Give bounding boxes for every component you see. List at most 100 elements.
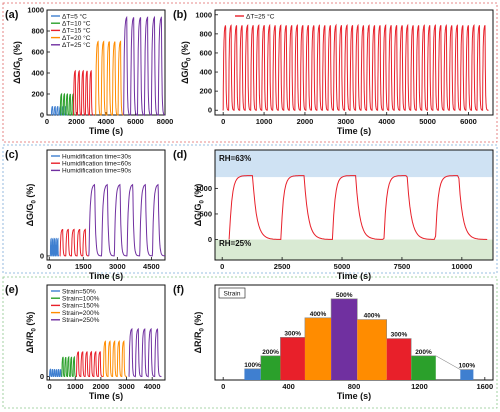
series-line-3 (95, 40, 124, 116)
y-tick-label: 200 (31, 90, 44, 99)
x-tick-label: 0 (47, 382, 51, 391)
legend-entry: ΔT=5 °C (62, 12, 87, 20)
y-tick-label: 800 (31, 27, 44, 36)
legend-entry: ΔT=25 °C (62, 41, 91, 49)
panel-c: 0 1500 3000 4500 0 Time (s) ΔG/G0 (%) (c) Humidi… (5, 149, 166, 281)
x-tick-label: 7500 (394, 262, 411, 271)
bar-6 (386, 338, 412, 380)
x-tick-label: 0 (221, 117, 225, 126)
series-line-2 (73, 69, 94, 116)
x-tick-label: 10000 (451, 262, 472, 271)
plot-frame (46, 149, 166, 261)
x-tick-label: 0 (47, 262, 51, 271)
x-tick-label: 0 (221, 382, 225, 391)
y-tick-label: 0 (208, 106, 212, 115)
x-tick-label: 3000 (337, 117, 354, 126)
panel-e: 0 1000 2000 3000 4000 0 Time (s) ΔR/R0 (%) (e) St… (5, 284, 166, 401)
plot-frame (214, 9, 494, 116)
legend-entry: Strain=150% (62, 303, 100, 310)
series-line-1 (59, 92, 76, 116)
legend-entry: Strain=50% (62, 288, 96, 295)
x-axis-title: Time (s) (89, 391, 123, 401)
y-axis-title: ΔG/G0 (%) (12, 41, 25, 84)
plot-frame (214, 149, 494, 261)
panel-a: 0 2000 4000 6000 8000 0 200 400 600 800 1000 Time (… (5, 6, 173, 137)
x-axis-title: Time (s) (337, 271, 371, 281)
x-axis-title: Time (s) (337, 126, 371, 136)
legend-entry: Strain=200% (62, 310, 100, 317)
series-line-4 (123, 15, 165, 117)
y-tick-label: 0 (40, 111, 44, 120)
x-tick-label: 1200 (411, 382, 428, 391)
y-tick-label: 600 (31, 48, 44, 57)
x-tick-label: 3000 (109, 262, 126, 271)
panel-b: 0 1000 2000 3000 4000 5000 6000 0 200 400 600 800 10… (173, 9, 494, 136)
bar-label-6: 300% (391, 332, 408, 339)
series-line-0 (228, 175, 488, 241)
bottom-row-frame (2, 276, 498, 409)
legend-entry: Strain=100% (62, 296, 100, 303)
x-tick-label: 8000 (157, 117, 174, 126)
top-row-frame (2, 2, 498, 143)
bar-8 (460, 369, 474, 380)
panel-label: (a) (5, 9, 19, 21)
band-0 (215, 150, 493, 178)
middle-row-frame (2, 144, 498, 274)
series-line-0 (49, 237, 60, 257)
y-axis-title: ΔR/R0 (%) (193, 312, 206, 354)
bar-2 (280, 337, 305, 380)
bar-label-1: 200% (262, 349, 279, 356)
legend-entry: ΔT=25 °C (246, 12, 275, 20)
x-tick-label: 1600 (476, 382, 493, 391)
bar-7 (411, 355, 436, 380)
bar-label-3: 400% (310, 311, 327, 318)
series-line-2 (76, 350, 103, 377)
x-tick-label: 400 (282, 382, 295, 391)
bar-1 (260, 355, 281, 380)
legend-box (218, 287, 246, 299)
bar-label-8: 100% (459, 363, 476, 370)
legend-entry: ΔT=20 °C (62, 34, 91, 42)
series-line-1 (59, 228, 89, 257)
panel-label: (b) (173, 9, 187, 21)
x-axis-title: Time (s) (89, 126, 123, 136)
bar-label-2: 300% (284, 330, 301, 337)
x-tick-label: 3000 (118, 382, 135, 391)
panel-label: (f) (173, 284, 184, 296)
legend-title: Strain (224, 291, 241, 298)
x-axis-title: Time (s) (337, 391, 371, 401)
series-line-2 (88, 183, 165, 257)
series-line-0 (222, 23, 489, 111)
x-tick-label: 1500 (75, 262, 92, 271)
x-tick-label: 800 (348, 382, 361, 391)
x-tick-label: 5000 (334, 262, 351, 271)
x-tick-label: 6000 (127, 117, 144, 126)
bar-label-4: 500% (336, 292, 353, 299)
series-line-3 (102, 340, 127, 377)
y-tick-label: 400 (199, 68, 212, 77)
legend-entry: ΔT=10 °C (62, 20, 91, 28)
x-tick-label: 4000 (144, 382, 161, 391)
bar-label-0: 100% (244, 362, 261, 369)
y-axis-title: ΔG/G0 (%) (180, 41, 193, 84)
annotation-rh-high: RH=63% (219, 154, 251, 163)
bar-label-7: 200% (415, 349, 432, 356)
x-tick-label: 4000 (378, 117, 395, 126)
y-tick-label: 600 (199, 48, 212, 57)
x-axis-title: Time (s) (89, 271, 123, 281)
panel-d: 0 2500 5000 7500 10000 0 500 1000 Time (s) ΔG/G0 … (173, 149, 494, 281)
x-tick-label: 1000 (67, 382, 84, 391)
bar-label-5: 400% (364, 313, 381, 320)
y-tick-label: 1000 (195, 184, 212, 193)
y-tick-label: 0 (40, 372, 44, 381)
x-tick-label: 4000 (98, 117, 115, 126)
annotation-rh-low: RH=25% (219, 239, 251, 248)
legend-entry: Humidification time=90s (62, 168, 132, 175)
y-tick-label: 1000 (195, 10, 212, 19)
bar-4 (331, 298, 358, 380)
legend-entry: Strain=250% (62, 317, 100, 324)
x-tick-label: 2500 (274, 262, 291, 271)
y-tick-label: 400 (31, 69, 44, 78)
y-tick-label: 800 (199, 29, 212, 38)
bar-5 (357, 319, 387, 380)
